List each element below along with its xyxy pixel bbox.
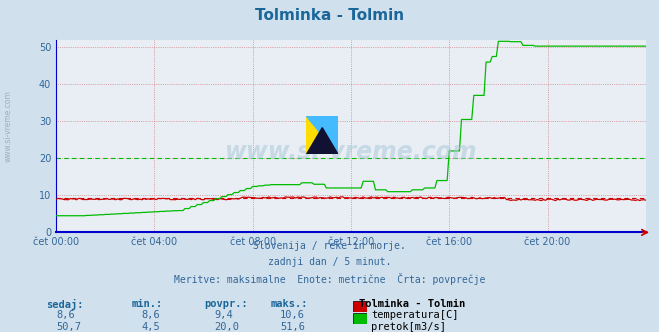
Text: pretok[m3/s]: pretok[m3/s] — [371, 322, 446, 332]
Polygon shape — [306, 116, 338, 154]
Text: maks.:: maks.: — [270, 299, 308, 309]
Text: 51,6: 51,6 — [280, 322, 305, 332]
Text: Meritve: maksimalne  Enote: metrične  Črta: povprečje: Meritve: maksimalne Enote: metrične Črta… — [174, 273, 485, 285]
Bar — [322, 116, 338, 154]
Text: www.si-vreme.com: www.si-vreme.com — [225, 139, 477, 164]
Text: temperatura[C]: temperatura[C] — [371, 310, 459, 320]
Text: 9,4: 9,4 — [214, 310, 233, 320]
Text: Slovenija / reke in morje.: Slovenija / reke in morje. — [253, 241, 406, 251]
Text: 10,6: 10,6 — [280, 310, 305, 320]
Text: zadnji dan / 5 minut.: zadnji dan / 5 minut. — [268, 257, 391, 267]
Text: povpr.:: povpr.: — [204, 299, 248, 309]
Text: 50,7: 50,7 — [56, 322, 81, 332]
Polygon shape — [306, 127, 338, 154]
Bar — [306, 116, 322, 154]
Text: Tolminka - Tolmin: Tolminka - Tolmin — [359, 299, 465, 309]
Text: 8,6: 8,6 — [142, 310, 160, 320]
Text: min.:: min.: — [132, 299, 163, 309]
Text: sedaj:: sedaj: — [46, 299, 84, 310]
Text: 8,6: 8,6 — [56, 310, 74, 320]
Text: www.si-vreme.com: www.si-vreme.com — [3, 90, 13, 162]
Text: Tolminka - Tolmin: Tolminka - Tolmin — [255, 8, 404, 23]
Text: 20,0: 20,0 — [214, 322, 239, 332]
Text: 4,5: 4,5 — [142, 322, 160, 332]
